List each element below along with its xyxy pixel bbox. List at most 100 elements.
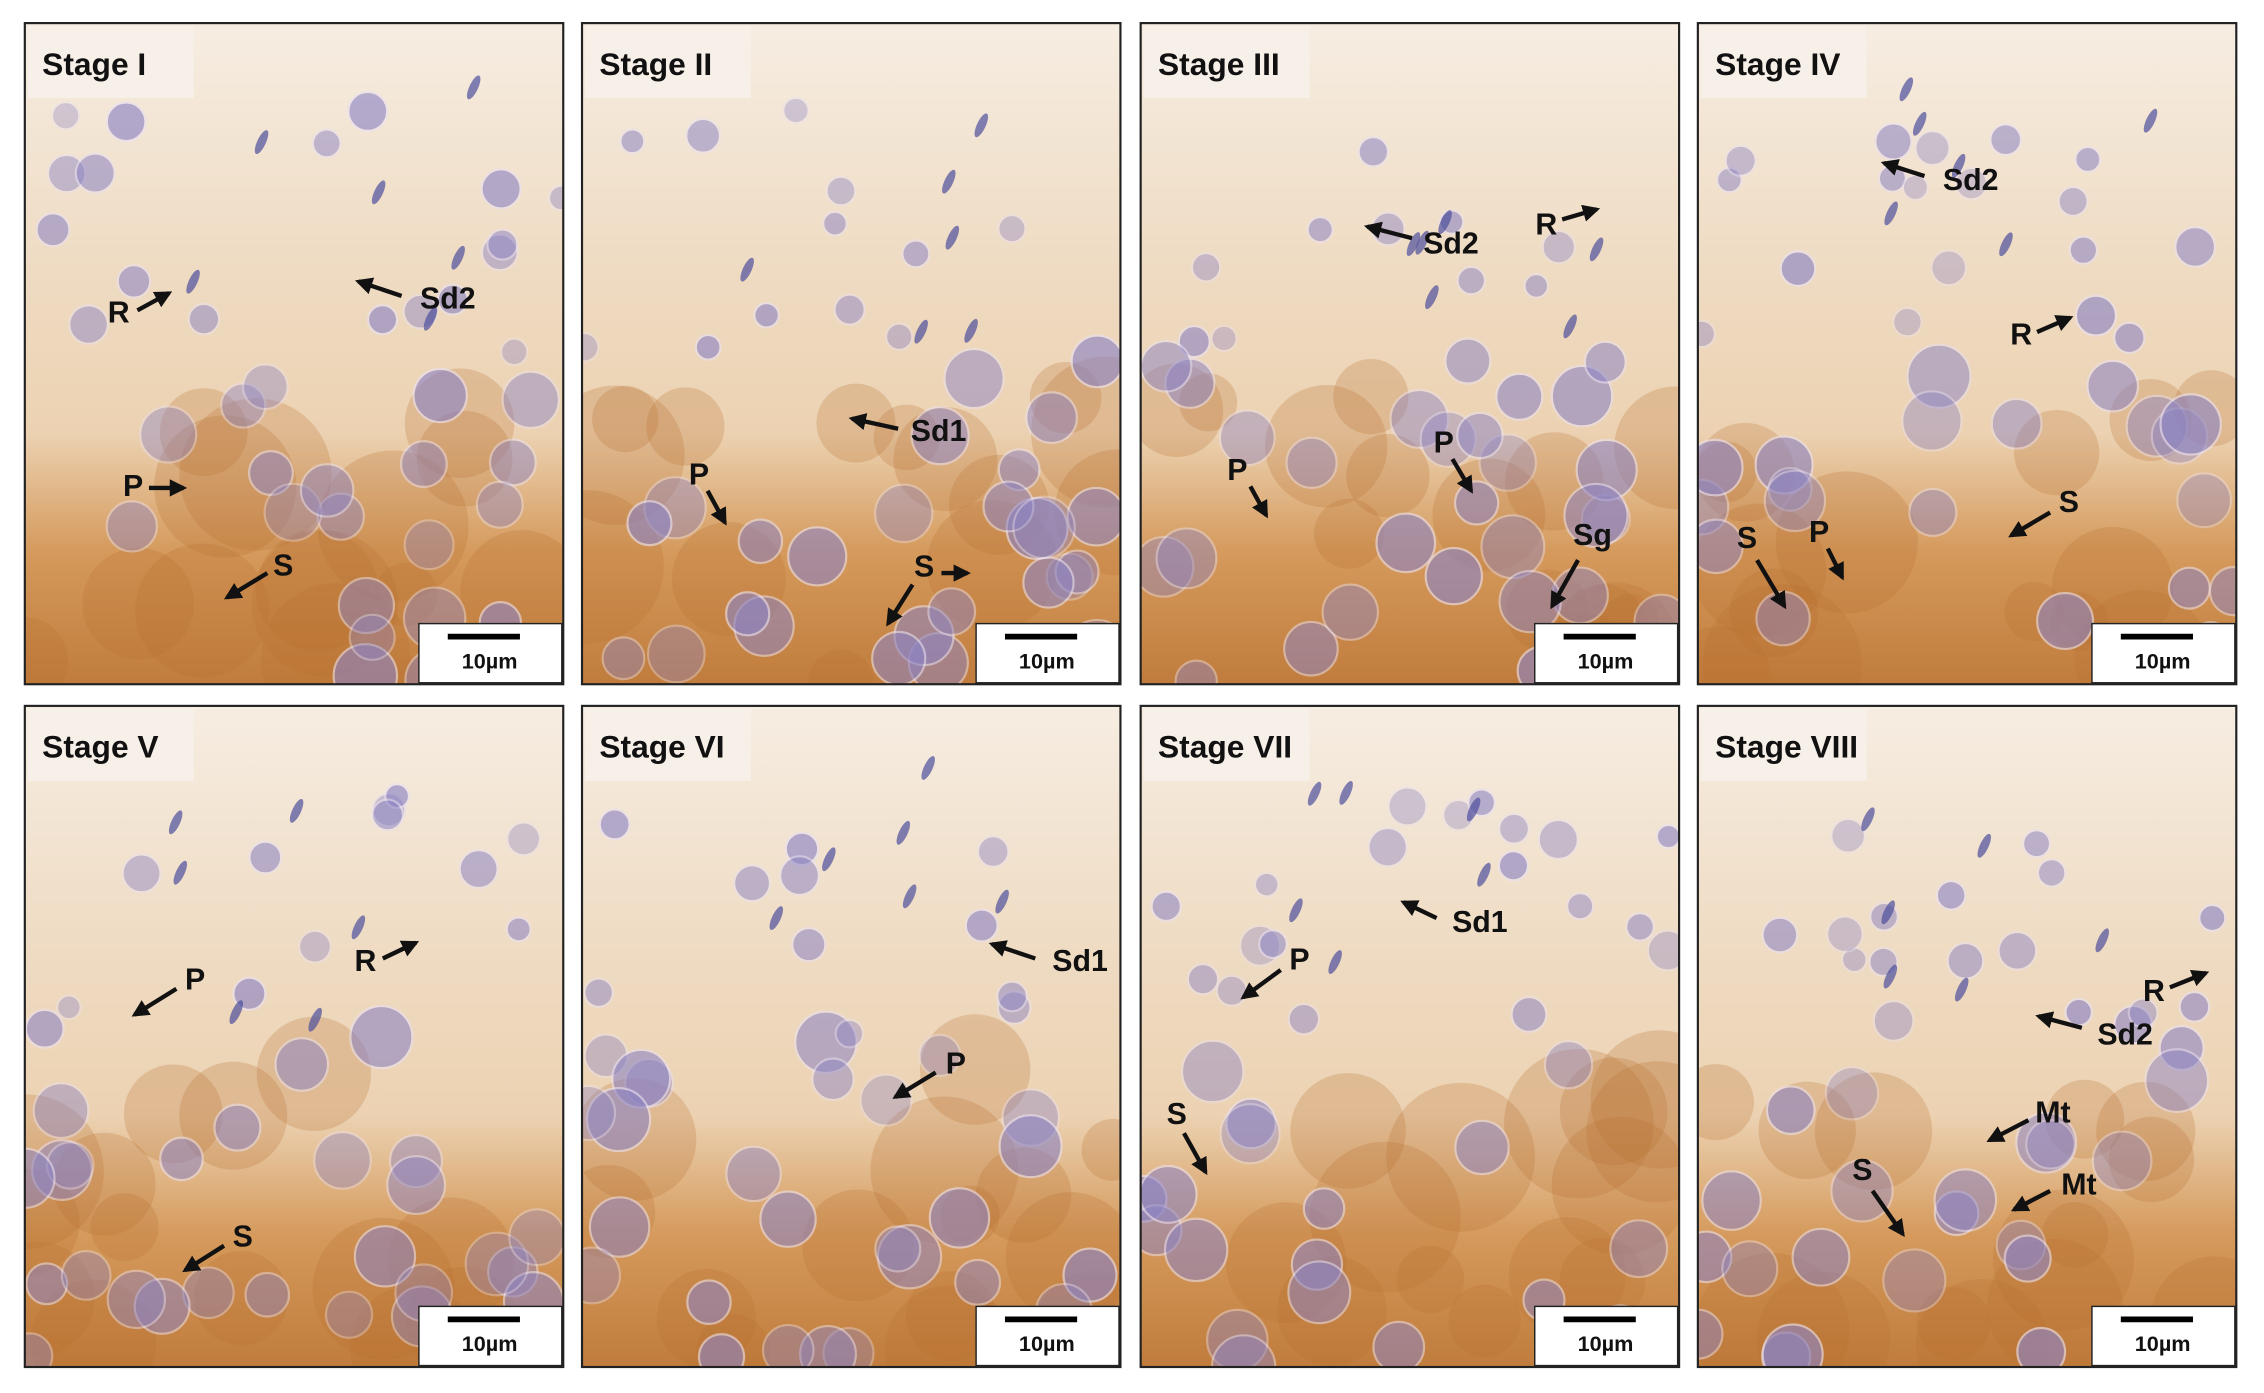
cell-nucleus (337, 576, 395, 635)
stain-blob (416, 410, 513, 507)
cell-nucleus (56, 994, 82, 1021)
cell-nucleus (1012, 495, 1076, 560)
arrow (886, 583, 915, 627)
cell-nucleus (1357, 135, 1390, 168)
cell-nucleus (1763, 469, 1827, 533)
cell-nucleus (1480, 514, 1546, 580)
cell-nucleus (1219, 1103, 1281, 1165)
panel-title: Stage III (1158, 46, 1280, 82)
arrow (354, 277, 403, 298)
cell-nucleus (583, 977, 615, 1009)
cell-nucleus (2074, 145, 2102, 173)
cell-nucleus (1258, 929, 1288, 960)
spermatid (1289, 898, 1303, 923)
cell-nucleus (954, 1258, 1002, 1306)
panel: Stage III Sd2 R P P Sg 10µm (1139, 22, 1681, 686)
panel: Stage VII Sd1 P S 10µm (1139, 704, 1681, 1369)
cell-nucleus (1424, 546, 1483, 606)
cell-nucleus (133, 1277, 191, 1335)
cell-nucleus (1306, 215, 1334, 244)
cell-nucleus (50, 100, 81, 131)
cell-nucleus (324, 1290, 374, 1339)
cell-nucleus (2159, 393, 2222, 456)
cell-nucleus (646, 624, 706, 684)
cell-nucleus (2025, 1118, 2076, 1170)
cell-nucleus (213, 1103, 262, 1152)
cell-nucleus (1225, 1097, 1277, 1150)
arrow (848, 413, 899, 431)
cell-nucleus (311, 128, 342, 159)
arrow (988, 940, 1036, 961)
cell-nucleus (247, 450, 294, 496)
cell-nucleus (105, 500, 158, 553)
stain-blob (2108, 1116, 2195, 1203)
arrow (1400, 900, 1438, 921)
cell-nucleus (1140, 1164, 1198, 1224)
stain-blob (1309, 1141, 1461, 1293)
spermatid (423, 306, 438, 331)
arrow (381, 940, 420, 961)
cell-nucleus (582, 331, 600, 363)
cell-nucleus (2074, 294, 2118, 337)
cell-nucleus (976, 835, 1010, 868)
spermatid (308, 1007, 322, 1032)
cell-nucleus (1210, 324, 1238, 353)
title-backing (1700, 25, 1867, 99)
cell-nucleus (1155, 527, 1218, 590)
cell-nucleus (486, 228, 519, 261)
panel-title: Stage IV (1715, 46, 1840, 82)
cell-nucleus (1767, 466, 1813, 512)
arrow (1450, 457, 1474, 494)
cell-nucleus (121, 853, 162, 894)
title-backing (1143, 25, 1310, 99)
cell-nucleus (876, 1224, 943, 1290)
cell-nucleus (353, 1225, 417, 1288)
cell-nucleus (1791, 1227, 1851, 1287)
cell-nucleus (598, 808, 631, 841)
arrow (2010, 1188, 2052, 1212)
stain-blob (1504, 1048, 1654, 1199)
stain-blob (1703, 584, 1862, 685)
cell-nucleus (982, 480, 1035, 533)
stain-blob (1916, 1286, 1991, 1361)
cell-nucleus (1537, 818, 1579, 861)
spermatid (914, 319, 928, 344)
spermatid (942, 169, 956, 194)
cell-nucleus (1210, 1334, 1277, 1368)
cell-nucleus (1609, 1219, 1669, 1279)
title-backing (584, 708, 751, 781)
cell-nucleus (1025, 391, 1078, 444)
cell-nucleus (1697, 438, 1744, 497)
spermatid (451, 245, 465, 270)
cell-nucleus (1375, 512, 1437, 574)
stain-blob (1915, 1278, 2049, 1368)
spermatid (740, 257, 754, 282)
cell-nucleus (1914, 129, 1951, 167)
cell-nucleus (733, 864, 772, 903)
title-backing (1143, 708, 1310, 781)
cell-label: P (1289, 943, 1309, 976)
arrow (1182, 1132, 1208, 1176)
cell-nucleus (2174, 225, 2217, 268)
tissue-background (1140, 705, 1680, 1368)
scale-label: 10µm (462, 1331, 518, 1356)
arrow (1986, 1118, 2030, 1143)
cell-nucleus (1454, 1119, 1510, 1176)
arrow (136, 291, 173, 313)
cell-nucleus (2158, 1024, 2205, 1072)
cell-nucleus (2167, 566, 2211, 610)
spermatid (1977, 833, 1992, 858)
cell-nucleus (1177, 324, 1211, 359)
micrograph (1140, 23, 1680, 685)
cell-label: R (2010, 318, 2032, 351)
stain-blob (1992, 1189, 2135, 1331)
panel-border (580, 22, 1122, 686)
micrograph (582, 23, 1121, 685)
spermatid (1861, 807, 1875, 832)
cell-nucleus (1174, 659, 1218, 685)
cell-nucleus (1655, 823, 1680, 850)
scale-box (1534, 1305, 1679, 1367)
cell-nucleus (1901, 390, 1963, 452)
title-backing (27, 708, 194, 781)
panel-title: Stage II (599, 46, 712, 82)
